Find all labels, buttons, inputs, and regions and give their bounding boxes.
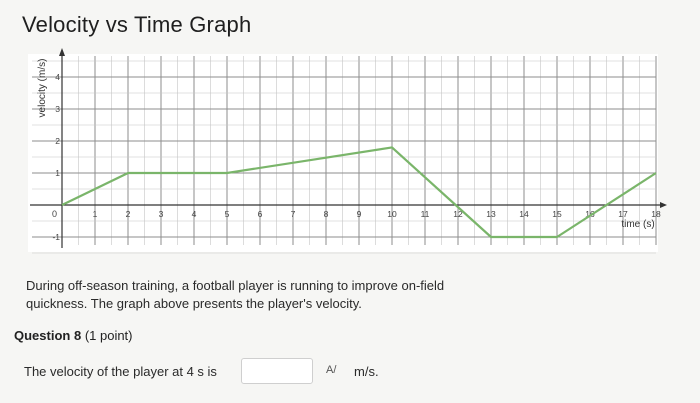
description-line-1: During off-season training, a football p… bbox=[26, 278, 445, 293]
problem-description: During off-season training, a football p… bbox=[26, 277, 546, 313]
origin-label: 0 bbox=[52, 209, 57, 219]
x-tick-label: 12 bbox=[453, 209, 463, 219]
x-tick-label: 3 bbox=[159, 209, 164, 219]
answer-input[interactable] bbox=[241, 358, 313, 384]
x-tick-label: 13 bbox=[486, 209, 496, 219]
page-title: Velocity vs Time Graph bbox=[22, 12, 252, 37]
x-tick-label: 15 bbox=[552, 209, 562, 219]
x-tick-label: 4 bbox=[192, 209, 197, 219]
y-tick-label: -1 bbox=[52, 232, 60, 242]
x-tick-label: 6 bbox=[258, 209, 263, 219]
x-tick-label: 7 bbox=[291, 209, 296, 219]
question-label: Question 8 bbox=[14, 328, 82, 343]
question-points: (1 point) bbox=[84, 328, 133, 343]
description-line-2: quickness. The graph above presents the … bbox=[26, 296, 362, 311]
question-header: Question 8 (1 point) bbox=[14, 328, 133, 343]
x-tick-label: 18 bbox=[651, 209, 661, 219]
x-tick-label: 9 bbox=[357, 209, 362, 219]
x-tick-label: 14 bbox=[519, 209, 529, 219]
y-axis-label: velocity (m/s) bbox=[37, 59, 48, 118]
x-axis-label: time (s) bbox=[621, 219, 654, 230]
x-tick-label: 10 bbox=[387, 209, 397, 219]
question-text: The velocity of the player at 4 s is bbox=[24, 364, 217, 379]
x-tick-label: 2 bbox=[126, 209, 131, 219]
x-tick-label: 11 bbox=[421, 209, 430, 219]
y-tick-label: 1 bbox=[55, 168, 60, 178]
spellcheck-icon[interactable]: A/ bbox=[326, 364, 337, 376]
y-tick-label: 3 bbox=[55, 104, 60, 114]
y-axis-arrow bbox=[59, 48, 65, 56]
y-tick-label: 2 bbox=[55, 136, 60, 146]
y-tick-label: 4 bbox=[55, 72, 60, 82]
x-tick-label: 16 bbox=[585, 209, 595, 219]
x-tick-label: 1 bbox=[93, 209, 98, 219]
unit-label: m/s. bbox=[354, 364, 379, 379]
velocity-line bbox=[61, 146, 657, 239]
x-tick-label: 8 bbox=[324, 209, 329, 219]
velocity-time-graph: 1 2 3 4 5 6 7 8 9 10 11 12 13 14 15 16 17 18 0 -1 1 2 3 4 veloc… bbox=[0, 40, 700, 270]
x-tick-label: 5 bbox=[225, 209, 230, 219]
x-tick-label: 17 bbox=[618, 209, 628, 219]
chart-background bbox=[28, 54, 658, 252]
x-axis-arrow bbox=[660, 202, 667, 208]
